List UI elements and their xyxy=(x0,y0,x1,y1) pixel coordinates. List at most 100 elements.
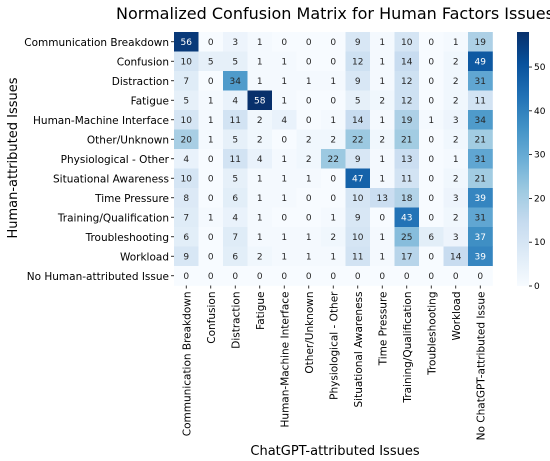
column-label: Confusion xyxy=(206,292,218,344)
heatmap-cell xyxy=(296,149,322,169)
cell-value-label: 2 xyxy=(306,155,312,165)
cell-value-label: 22 xyxy=(352,135,363,145)
heatmap-cell xyxy=(370,266,395,286)
heatmap-cell xyxy=(443,90,469,111)
row-label: Physiological - Other xyxy=(61,154,170,166)
heatmap-cell xyxy=(174,207,199,228)
cell-value-label: 0 xyxy=(477,272,483,282)
heatmap-cell xyxy=(394,51,420,72)
cell-value-label: 9 xyxy=(355,213,361,223)
heatmap-cell xyxy=(443,51,469,72)
cell-value-label: 0 xyxy=(208,233,214,243)
cell-value-label: 10 xyxy=(401,38,413,48)
heatmap-cell xyxy=(272,90,297,111)
heatmap-cell xyxy=(223,168,248,189)
cell-value-label: 11 xyxy=(230,155,241,165)
cell-value-label: 5 xyxy=(208,57,214,67)
x-axis-label: ChatGPT-attributed Issues xyxy=(250,444,419,459)
cell-value-label: 0 xyxy=(428,135,434,145)
heatmap-cell xyxy=(223,71,248,91)
heatmap-cell xyxy=(443,149,469,169)
cell-value-label: 1 xyxy=(306,77,312,87)
heatmap-cell xyxy=(321,32,346,52)
cell-value-label: 0 xyxy=(428,57,434,67)
column-label: Communication Breakdown xyxy=(181,292,193,437)
heatmap-cell xyxy=(174,51,199,72)
row-labels: Communication Breakdown Confusion Distract… xyxy=(24,37,174,283)
y-axis-label: Human-attributed Issues xyxy=(6,77,21,238)
heatmap-cell xyxy=(443,227,469,247)
cell-value-label: 19 xyxy=(401,116,413,126)
heatmap-cell xyxy=(272,266,297,286)
cell-value-label: 0 xyxy=(330,38,336,48)
heatmap-cell xyxy=(345,168,371,189)
cell-value-label: 1 xyxy=(379,252,385,262)
heatmap-cell xyxy=(419,129,444,150)
cell-value-label: 1 xyxy=(330,77,336,87)
heatmap-cell xyxy=(223,51,248,72)
heatmap-cell xyxy=(272,51,297,72)
cell-value-label: 6 xyxy=(232,252,238,262)
cell-value-label: 31 xyxy=(475,155,486,165)
heatmap-cell xyxy=(394,90,420,111)
heatmap-cell xyxy=(174,188,199,208)
heatmap-cell xyxy=(272,207,297,228)
cell-value-label: 0 xyxy=(306,116,312,126)
cell-value-label: 3 xyxy=(453,116,459,126)
column-label: Human-Machine Interface xyxy=(279,292,291,428)
column-label: Training/Qualification xyxy=(402,292,414,404)
heatmap-cell xyxy=(419,149,444,169)
cell-value-label: 4 xyxy=(232,213,238,223)
cell-value-label: 0 xyxy=(281,38,287,48)
heatmap-cell xyxy=(223,207,248,228)
column-label: Physiological - Other xyxy=(328,291,340,400)
heatmap-cell xyxy=(468,227,493,247)
cell-value-label: 2 xyxy=(306,135,312,145)
heatmap-cell xyxy=(370,168,395,189)
cell-value-label: 1 xyxy=(257,57,263,67)
heatmap-cell xyxy=(247,71,273,91)
heatmap-cell xyxy=(419,51,444,72)
cell-value-label: 12 xyxy=(352,57,363,67)
heatmap-cell xyxy=(394,168,420,189)
cell-value-label: 0 xyxy=(208,77,214,87)
cell-value-label: 21 xyxy=(475,174,486,184)
heatmap-cell xyxy=(198,110,224,130)
heatmap-cell xyxy=(345,149,371,169)
heatmap-cell xyxy=(247,90,273,111)
heatmap-cell xyxy=(370,188,395,208)
cell-value-label: 0 xyxy=(208,272,214,282)
row-label: Distraction xyxy=(112,76,169,88)
heatmap-cell xyxy=(223,227,248,247)
cell-value-label: 0 xyxy=(330,272,336,282)
cell-value-label: 0 xyxy=(428,272,434,282)
cell-value-label: 0 xyxy=(428,38,434,48)
heatmap-cell xyxy=(394,246,420,267)
cell-value-label: 0 xyxy=(281,272,287,282)
cell-value-label: 0 xyxy=(428,155,434,165)
heatmap-cell xyxy=(247,168,273,189)
cell-value-label: 1 xyxy=(281,252,287,262)
cell-value-label: 49 xyxy=(475,57,487,67)
heatmap-cell xyxy=(394,129,420,150)
cell-value-label: 1 xyxy=(330,116,336,126)
cell-value-label: 0 xyxy=(183,272,189,282)
heatmap-cell xyxy=(443,168,469,189)
heatmap-cell xyxy=(198,32,224,52)
cell-value-label: 1 xyxy=(306,233,312,243)
cell-value-label: 0 xyxy=(428,252,434,262)
heatmap-cell xyxy=(370,32,395,52)
heatmap-cell xyxy=(247,266,273,286)
cell-value-label: 47 xyxy=(352,174,363,184)
cell-value-label: 1 xyxy=(257,213,263,223)
cell-value-label: 19 xyxy=(475,38,487,48)
heatmap-cell xyxy=(345,266,371,286)
cell-value-label: 4 xyxy=(232,96,238,106)
cell-value-label: 0 xyxy=(306,96,312,106)
cell-value-label: 3 xyxy=(453,194,459,204)
heatmap-cell xyxy=(272,188,297,208)
heatmap-cell xyxy=(345,90,371,111)
heatmap-cell xyxy=(468,266,493,286)
column-label: No ChatGPT-attributed Issue xyxy=(475,292,487,441)
